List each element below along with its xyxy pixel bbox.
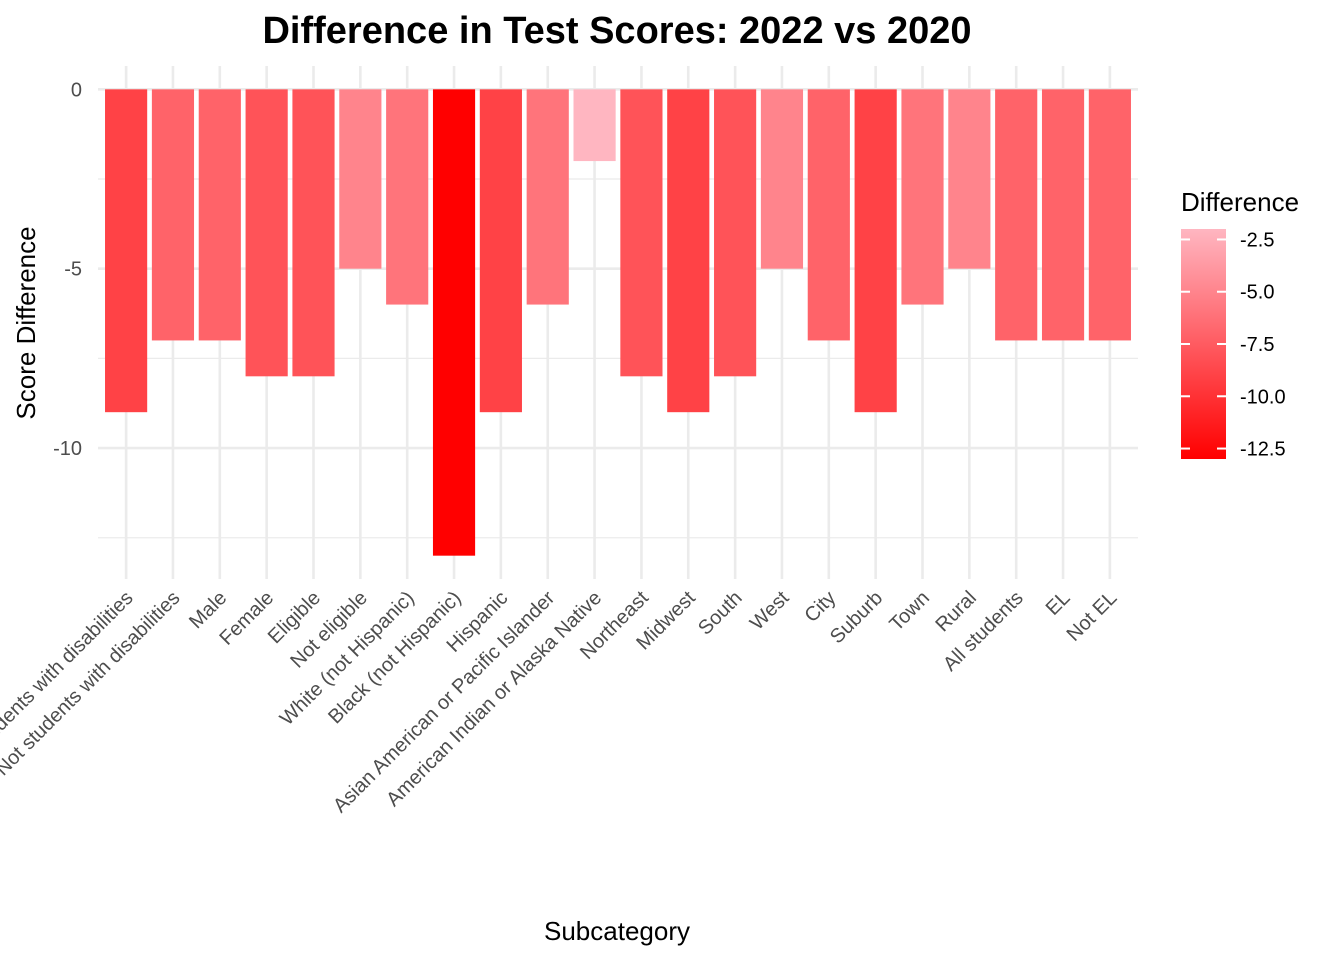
x-axis-title: Subcategory (544, 916, 690, 946)
bar (714, 89, 757, 377)
bar (948, 89, 991, 269)
bar (339, 89, 382, 269)
bar (105, 89, 148, 413)
x-tick-label: South (694, 587, 747, 640)
x-tick-label: EL (1042, 587, 1075, 620)
bar (1088, 89, 1131, 341)
bar (807, 89, 850, 341)
y-tick-label: -5 (64, 259, 82, 281)
bar (901, 89, 944, 305)
legend-tick-label: -2.5 (1240, 229, 1274, 251)
bar (620, 89, 663, 377)
legend: Difference -2.5 -5.0 -7.5 -10.0 -12.5 (1181, 187, 1299, 461)
bar (292, 89, 335, 377)
bar (995, 89, 1038, 341)
bar (573, 89, 616, 162)
bar (1041, 89, 1085, 341)
bar (479, 89, 522, 413)
bar (151, 89, 195, 341)
bar (667, 89, 710, 413)
y-axis-title: Score Difference (11, 226, 41, 419)
legend-ticks: -2.5 -5.0 -7.5 -10.0 -12.5 (1181, 229, 1286, 461)
x-tick-label: Suburb (826, 587, 887, 648)
legend-title: Difference (1181, 187, 1299, 217)
y-axis-ticks: 0 -5 -10 (53, 79, 82, 460)
bar (386, 89, 429, 305)
bar (198, 89, 241, 341)
bar (245, 89, 288, 377)
x-tick-label: West (746, 587, 794, 635)
y-tick-label: -10 (53, 438, 82, 460)
bar (760, 89, 804, 269)
bars (105, 89, 1131, 556)
x-tick-label: Town (885, 587, 934, 636)
legend-tick-label: -5.0 (1240, 282, 1274, 304)
chart-title: Difference in Test Scores: 2022 vs 2020 (262, 10, 971, 52)
x-tick-label: Students with disabilities (0, 587, 138, 757)
legend-tick-label: -10.0 (1240, 386, 1286, 408)
x-tick-label: Not EL (1063, 587, 1122, 646)
legend-tick-label: -12.5 (1240, 439, 1286, 461)
y-tick-label: 0 (71, 79, 82, 101)
bar (526, 89, 569, 305)
x-tick-label: City (800, 587, 840, 627)
bar (854, 89, 897, 413)
legend-tick-label: -7.5 (1240, 334, 1274, 356)
bar (432, 89, 476, 556)
